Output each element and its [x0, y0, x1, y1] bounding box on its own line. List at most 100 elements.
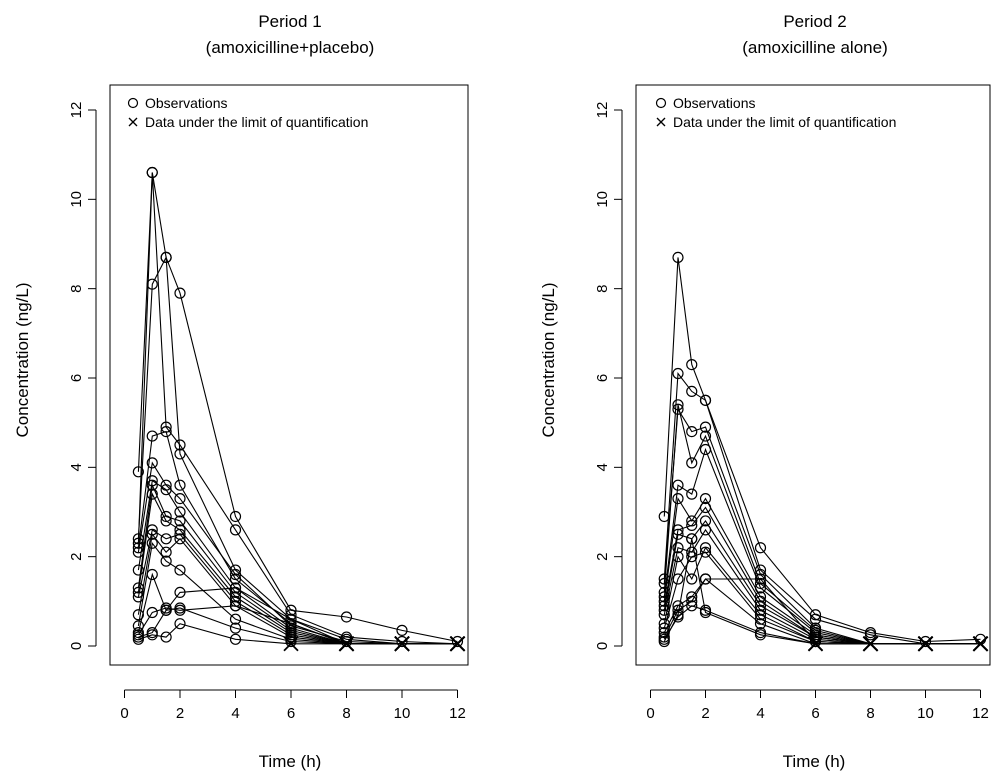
panel-2-ylabel: Concentration (ng/L) — [539, 283, 558, 438]
observation-point — [174, 448, 186, 460]
panel-2-series-lines — [663, 257, 981, 645]
observation-point — [699, 573, 712, 585]
observation-point — [864, 629, 877, 641]
observation-point — [285, 613, 297, 625]
observation-point — [658, 510, 670, 523]
panel-1-points — [132, 166, 466, 652]
legend-2-blq-marker — [656, 117, 666, 127]
observation-point — [451, 635, 464, 648]
observation-point — [174, 618, 186, 630]
blq-point — [862, 636, 879, 652]
legend-2-observations-label: Observations — [673, 95, 755, 111]
observation-point — [160, 515, 172, 527]
x-tick-label: 10 — [394, 705, 411, 722]
observation-point — [658, 595, 670, 607]
observation-point — [754, 582, 767, 594]
panel-2-xlabel: Time (h) — [783, 752, 846, 771]
panel-2-x-axis: 0 2 4 6 8 10 12 — [646, 689, 989, 722]
x-tick-label: 0 — [120, 705, 128, 722]
x-tick-label: 10 — [917, 705, 934, 722]
observation-point — [686, 595, 698, 607]
observation-point — [229, 564, 242, 576]
y-tick-label: 6 — [68, 374, 85, 382]
observation-point — [229, 633, 242, 645]
observation-point — [160, 426, 172, 438]
observation-point — [686, 533, 698, 545]
legend-1-observations-label: Observations — [145, 95, 227, 111]
series-line — [663, 538, 981, 645]
observation-point — [754, 609, 767, 621]
observation-point — [146, 568, 158, 581]
series-line — [137, 483, 458, 645]
y-tick-label: 4 — [594, 463, 611, 471]
observation-point — [174, 515, 186, 527]
panel-2-plot-frame — [635, 84, 991, 666]
observation-point — [174, 439, 186, 451]
observation-point — [160, 421, 172, 433]
observation-point — [174, 479, 186, 491]
observation-point — [174, 493, 186, 505]
observation-point — [132, 591, 144, 603]
observation-point — [658, 600, 670, 612]
series-line — [137, 172, 458, 645]
panel-2-points — [658, 251, 989, 652]
observation-point — [146, 475, 158, 487]
y-tick-label: 8 — [594, 284, 611, 292]
x-tick-label: 8 — [342, 705, 350, 722]
observation-point — [699, 493, 712, 505]
observation-point — [699, 421, 712, 433]
observation-point — [132, 533, 144, 545]
observation-point — [229, 586, 242, 599]
observation-point — [146, 524, 158, 536]
observation-point — [672, 528, 684, 540]
observation-point — [229, 510, 242, 523]
observation-point — [340, 635, 353, 648]
observation-point — [229, 622, 242, 634]
panel-2-legend: Observations Data under the limit of qua… — [655, 95, 896, 130]
observation-point — [686, 600, 698, 612]
observation-point — [699, 443, 712, 456]
observation-point — [686, 457, 698, 469]
observation-point — [919, 635, 932, 648]
y-tick-label: 12 — [594, 102, 611, 119]
observation-point — [672, 609, 684, 621]
series-line — [663, 257, 981, 643]
observation-point — [754, 613, 767, 625]
panel-1-x-axis: 0 2 4 6 8 10 12 — [120, 689, 466, 722]
observation-point — [686, 546, 698, 558]
observation-point — [658, 618, 670, 630]
series-line — [137, 255, 458, 645]
observation-point — [160, 555, 172, 567]
panel-period-1: Period 1 (amoxicilline+placebo) 0 2 4 6 8 10 1… — [13, 12, 469, 771]
observation-point — [672, 573, 684, 585]
observation-point — [132, 633, 144, 645]
series-line — [663, 497, 981, 645]
observation-point — [658, 577, 670, 590]
series-line — [137, 572, 458, 645]
observation-point — [686, 573, 698, 585]
observation-point — [285, 618, 297, 630]
observation-point — [229, 613, 242, 625]
panel-2-subtitle: (amoxicilline alone) — [742, 38, 888, 57]
observation-point — [146, 528, 158, 540]
blq-point — [283, 636, 299, 652]
observation-point — [285, 604, 297, 616]
observation-point — [754, 573, 767, 585]
observation-point — [174, 506, 186, 518]
series-line — [137, 479, 458, 645]
observation-point — [699, 524, 712, 536]
observation-point — [132, 466, 144, 478]
observation-point — [672, 551, 684, 563]
observation-point — [672, 479, 684, 491]
observation-point — [672, 600, 684, 612]
series-line — [663, 407, 981, 645]
observation-point — [699, 430, 712, 442]
observation-point — [672, 542, 684, 554]
observation-point — [658, 635, 670, 648]
observation-point — [132, 564, 144, 576]
observation-point — [160, 631, 172, 643]
observation-point — [754, 568, 767, 581]
x-tick-label: 12 — [449, 705, 466, 722]
panel-2-axes: 0 2 4 6 8 10 12 0 2 4 6 8 10 12 — [594, 102, 989, 722]
observation-point — [686, 515, 698, 527]
